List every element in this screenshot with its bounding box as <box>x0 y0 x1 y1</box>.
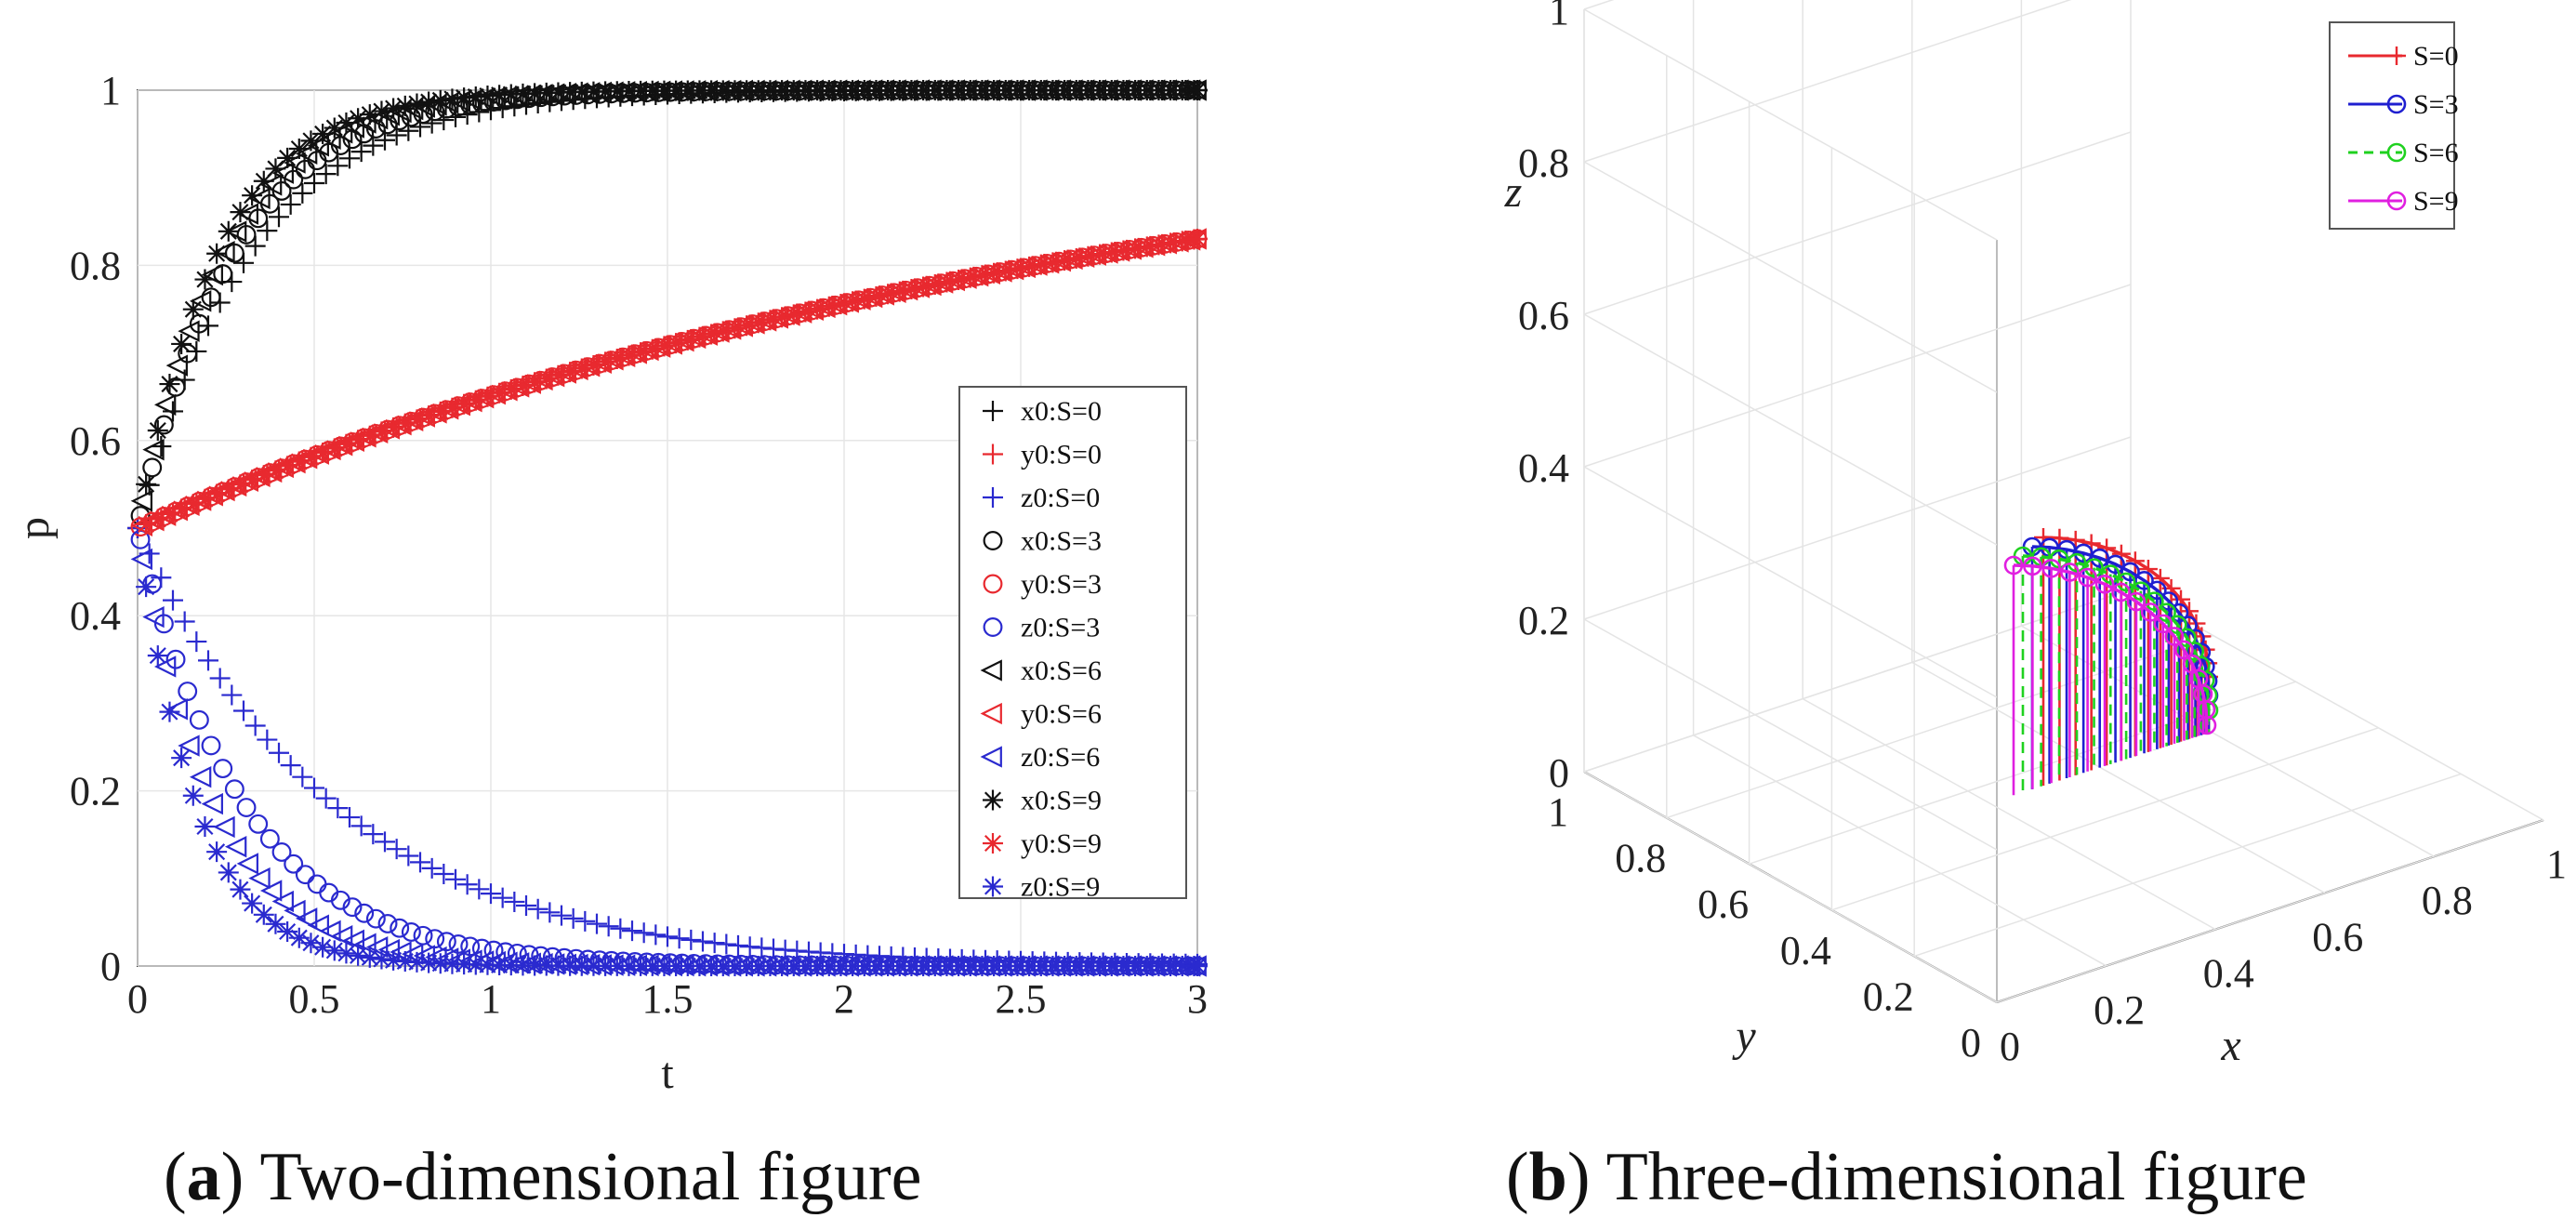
x-axis-label-b: x <box>2220 1021 2240 1070</box>
x-tick-label-b: 0 <box>2000 1024 2020 1069</box>
x-axis-label-a: t <box>661 1049 674 1098</box>
legend-label: z0:S=3 <box>1021 613 1100 643</box>
point-x0 <box>218 221 239 242</box>
legend-label-b: S=0 <box>2413 41 2459 72</box>
point-z0 <box>194 816 215 837</box>
point-x0 <box>159 374 179 394</box>
point-x0 <box>1187 80 1208 100</box>
point-z0 <box>1187 956 1208 976</box>
legend-label: z0:S=9 <box>1021 872 1100 903</box>
y-tick-label-b: 0 <box>1961 1020 1981 1066</box>
caption-a: (a) Two-dimensional figure <box>164 1139 922 1215</box>
x-tick-label-b: 0.6 <box>2312 914 2363 960</box>
point-x0 <box>194 270 215 290</box>
marker <box>2034 528 2053 547</box>
x-tick-label: 1.5 <box>642 976 694 1022</box>
grid-line-side-z <box>1584 467 1997 697</box>
y-tick-label: 0 <box>100 944 121 989</box>
legend-label: x0:S=0 <box>1021 396 1102 427</box>
y-axis-label-b: y <box>1731 1012 1756 1061</box>
panel-a-two-dimensional-chart: 0 0.5 1 1.5 2 2.5 3 0 0.2 0.4 0.6 0.8 1 t p x0:S=0 y0… <box>9 68 1208 1098</box>
x-tick-label: 1 <box>481 976 501 1022</box>
x-tick-label-b: 0.4 <box>2203 951 2254 997</box>
z-tick-label-b: 0.8 <box>1518 140 1569 186</box>
point-z0 <box>183 786 204 806</box>
legend-label-b: S=9 <box>2413 186 2459 217</box>
point-z0 <box>136 576 156 597</box>
y-tick-label-b: 0.8 <box>1615 836 1666 881</box>
legend-marker <box>983 833 1003 854</box>
legend-label: y0:S=6 <box>1021 699 1102 730</box>
point-x0 <box>183 299 204 320</box>
y-tick-label-b: 0.2 <box>1863 973 1914 1019</box>
point-x0 <box>230 202 250 222</box>
point-x0 <box>171 334 192 354</box>
x-tick-label: 2 <box>834 976 854 1022</box>
point-z0 <box>171 748 192 768</box>
point-y0 <box>1187 229 1208 249</box>
point-z0 <box>148 645 168 666</box>
grid-line-side-z <box>1584 9 1997 240</box>
grid-line-side-z <box>1584 162 1997 392</box>
y-tick-label: 0.2 <box>70 769 121 814</box>
y-tick-label-b: 0.6 <box>1698 881 1749 927</box>
y-tick-label-b: 0.4 <box>1780 928 1831 973</box>
x-tick-label: 0.5 <box>289 976 340 1022</box>
point-z0 <box>230 880 250 900</box>
z-tick-label-b: 0.2 <box>1518 598 1569 643</box>
trajectories-b <box>2005 528 2218 795</box>
legend-label: y0:S=9 <box>1021 828 1102 859</box>
legend-label: z0:S=0 <box>1021 483 1100 513</box>
z-tick-label-b: 0 <box>1549 750 1569 796</box>
x-tick-label: 0 <box>127 976 148 1022</box>
x-tick-label: 3 <box>1187 976 1208 1022</box>
y-tick-label-b: 1 <box>1548 789 1568 835</box>
y-tick-label: 0.4 <box>70 593 121 639</box>
point-x0 <box>206 244 227 264</box>
y-tick-label: 1 <box>100 68 121 113</box>
x-tick-label-b: 0.8 <box>2422 878 2473 923</box>
legend-label: x0:S=6 <box>1021 655 1102 686</box>
caption-b: (b) Three-dimensional figure <box>1506 1139 2307 1215</box>
legend-label: x0:S=3 <box>1021 526 1102 557</box>
point-z0 <box>159 702 179 722</box>
legend-marker <box>983 877 1003 897</box>
y-tick-label: 0.6 <box>70 418 121 464</box>
grid-line-floor-x <box>1912 662 2325 893</box>
z-tick-label-b: 0.6 <box>1518 293 1569 338</box>
legend-label: x0:S=9 <box>1021 786 1102 816</box>
legend-b: S=0 S=3 S=6 S=9 <box>2330 22 2459 229</box>
grid-line-side-z <box>1584 619 1997 850</box>
legend-label: y0:S=3 <box>1021 569 1102 600</box>
point-z0 <box>383 950 403 971</box>
legend-label-b: S=3 <box>2413 89 2459 120</box>
z-tick-label-b: 0.4 <box>1518 445 1569 491</box>
point-x0 <box>136 474 156 495</box>
x-tick-label: 2.5 <box>996 976 1047 1022</box>
legend-marker <box>983 790 1003 811</box>
point-z0 <box>206 841 227 862</box>
z-tick-label-b: 1 <box>1549 0 1569 33</box>
point-x0 <box>454 87 474 108</box>
point-x0 <box>242 185 262 205</box>
legend-label: z0:S=6 <box>1021 742 1100 773</box>
point-x0 <box>277 148 297 168</box>
z-axis-label-b: z <box>1504 167 1523 217</box>
grid-line-side-z <box>1584 314 1997 545</box>
grid-line-wall-z <box>1584 0 2131 9</box>
point-z0 <box>254 905 274 925</box>
x-tick-label-b: 1 <box>2546 841 2567 887</box>
legend-label-b: S=6 <box>2413 138 2459 168</box>
point-z0 <box>218 862 239 882</box>
y-tick-label: 0.8 <box>70 243 121 288</box>
x-tick-label-b: 0.2 <box>2094 987 2145 1033</box>
legend-a: x0:S=0 y0:S=0 z0:S=0 x0:S=3 y0:S=3 z0:S=3 x0:S… <box>959 387 1186 903</box>
y-axis-label-a: p <box>9 517 59 539</box>
point-x0 <box>148 420 168 441</box>
legend-label: y0:S=0 <box>1021 440 1102 470</box>
panel-b-three-dimensional-chart: 00.20.40.60.8100.20.40.60.8100.20.40.60.… <box>1504 0 2567 1070</box>
